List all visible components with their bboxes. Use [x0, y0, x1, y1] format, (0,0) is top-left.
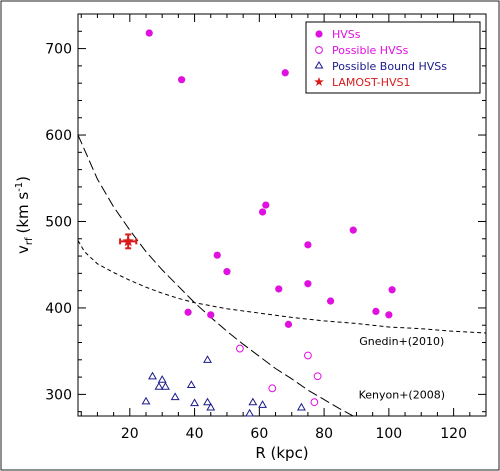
- y-axis-label-sub: rf: [24, 237, 35, 245]
- x-tick-label: 80: [315, 426, 333, 442]
- hvs-point: [281, 69, 289, 77]
- hvs-point: [304, 241, 312, 249]
- lamost-hvs1-point: [122, 235, 134, 247]
- hvs-point: [178, 76, 186, 84]
- hvs-point: [304, 280, 312, 288]
- possible-bound-hvs-point: [258, 400, 268, 408]
- data-points: [119, 29, 396, 417]
- legend-marker-possible-bound-hvss: [314, 61, 324, 69]
- model-curves: [78, 134, 486, 416]
- hvs-point: [213, 251, 221, 259]
- possible-bound-hvs-point: [190, 398, 200, 407]
- y-axis-label: vrf (km s-1): [14, 176, 35, 254]
- hvs-point: [145, 29, 153, 37]
- hvs-point: [184, 308, 192, 316]
- legend-marker-possible-hvss: [315, 46, 323, 54]
- legend-label-possible-hvss: Possible HVSs: [332, 44, 409, 57]
- possible-bound-hvs-point: [206, 402, 216, 411]
- y-axis-label-sup: -1: [14, 182, 25, 192]
- legend: HVSs Possible HVSs Possible Bound HVSs L…: [305, 21, 481, 94]
- possible-hvs-point: [310, 398, 319, 407]
- annotation-gnedin: Gnedin+(2010): [359, 335, 444, 348]
- possible-hvs-point: [236, 344, 244, 353]
- possible-bound-hvs-point: [148, 371, 157, 380]
- x-tick-label: 120: [440, 426, 467, 442]
- hvs-point: [207, 311, 215, 319]
- y-tick-label: 700: [45, 42, 72, 58]
- legend-label-lamost-hvs1: LAMOST-HVS1: [332, 76, 411, 89]
- kenyon-curve: [78, 134, 355, 416]
- y-tick-label: 500: [45, 214, 72, 230]
- possible-bound-hvs-point: [245, 408, 255, 417]
- y-tick-label: 300: [45, 387, 72, 403]
- legend-box: [305, 21, 481, 94]
- hvs-point: [385, 311, 393, 319]
- hvs-point: [262, 201, 270, 209]
- possible-bound-hvs-point: [141, 396, 151, 405]
- possible-bound-hvs-point: [170, 392, 180, 401]
- axis-ticks: 20 40 60 80 100 120 300 400 500 600 700: [45, 13, 487, 442]
- possible-bound-hvs-point: [186, 380, 196, 388]
- possible-bound-hvs-point: [203, 397, 212, 406]
- hvs-point: [258, 208, 267, 216]
- hvs-point: [349, 226, 357, 234]
- possible-bound-hvs-point: [248, 397, 258, 406]
- y-axis-label-units: (km s: [14, 192, 32, 234]
- possible-bound-hvs-point: [160, 382, 170, 390]
- possible-bound-hvs-point: [154, 382, 164, 390]
- x-tick-label: 20: [121, 426, 139, 442]
- possible-hvs-point: [304, 351, 312, 360]
- hvs-point: [388, 286, 396, 294]
- y-tick-label: 600: [45, 128, 72, 144]
- svg-text:vrf(km s-1): vrf (km s-1): [14, 176, 35, 254]
- y-axis-label-close: ): [14, 176, 32, 182]
- possible-bound-hvs-point: [296, 402, 306, 411]
- legend-marker-hvss: [315, 30, 323, 38]
- x-tick-label: 60: [250, 426, 268, 442]
- hvs-point: [275, 285, 283, 293]
- legend-label-hvss: HVSs: [332, 28, 361, 41]
- y-axis-label-main: v: [14, 245, 32, 254]
- y-tick-label: 400: [45, 301, 72, 317]
- hvs-point: [372, 307, 380, 315]
- gnedin-curve: [78, 240, 486, 334]
- annotation-kenyon: Kenyon+(2008): [359, 389, 445, 402]
- hvs-point: [326, 297, 335, 305]
- possible-bound-hvs-point: [203, 355, 212, 363]
- hvs-point: [223, 268, 231, 276]
- legend-marker-lamost-hvs1: [314, 77, 324, 86]
- hvs-point: [284, 320, 293, 328]
- legend-label-possible-bound-hvss: Possible Bound HVSs: [332, 60, 447, 73]
- plot-frame: [77, 13, 487, 417]
- x-tick-label: 40: [186, 426, 204, 442]
- possible-bound-hvs-point: [157, 375, 167, 383]
- x-tick-label: 100: [375, 426, 402, 442]
- x-axis-label: R (kpc): [255, 444, 308, 462]
- possible-hvs-point: [268, 384, 277, 393]
- possible-hvs-point: [313, 372, 322, 381]
